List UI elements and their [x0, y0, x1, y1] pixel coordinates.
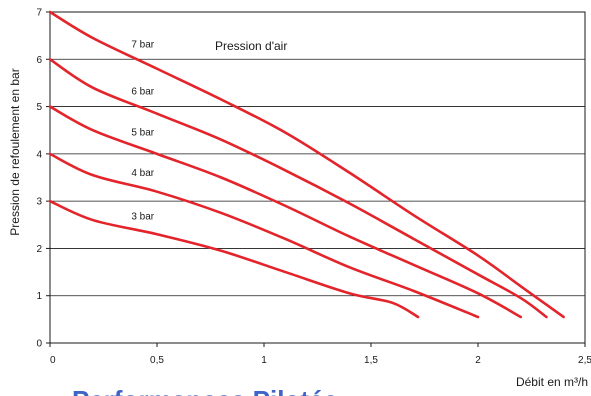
legend-title: Pression d'air: [215, 39, 287, 53]
series-lines: [48, 10, 565, 319]
x-tick-label: 1,5: [364, 355, 378, 366]
y-tick-label: 3: [36, 197, 42, 208]
series-label: 7 bar: [131, 39, 154, 50]
y-tick-label: 5: [36, 102, 42, 113]
series-line: [48, 152, 480, 319]
x-tick-label: 0: [50, 355, 56, 366]
axis-ticks: 0 1 2 3 4 5 6 7 0 0,5 1 1,5 2 2,5: [36, 8, 591, 367]
series-label: 6 bar: [131, 86, 154, 97]
y-tick-label: 0: [36, 339, 42, 350]
y-tick-label: 7: [36, 8, 42, 19]
x-tick-label: 0,5: [150, 355, 164, 366]
series-label: 4 bar: [131, 168, 154, 179]
series-line: [48, 57, 548, 319]
series-labels: 7 bar 6 bar 5 bar 4 bar 3 bar: [131, 39, 154, 222]
x-tick-label: 2,5: [578, 355, 591, 366]
y-axis-label: Pression de refoulement en bar: [8, 68, 22, 235]
x-axis-label: Débit en m³/h: [516, 375, 588, 389]
x-tick-label: 1: [261, 355, 267, 366]
series-label: 5 bar: [131, 127, 154, 138]
x-tick-label: 2: [475, 355, 481, 366]
series-line: [48, 105, 523, 319]
series-label: 3 bar: [131, 212, 154, 223]
y-tick-label: 2: [36, 244, 42, 255]
series-line: [48, 199, 420, 319]
grid-lines: [50, 58, 585, 297]
y-tick-label: 1: [36, 291, 42, 302]
series-line: [48, 10, 565, 319]
y-tick-label: 4: [36, 149, 42, 160]
footer-title: Performances Pilotée: [72, 385, 338, 396]
plot-frame: [49, 11, 586, 344]
y-tick-label: 6: [36, 55, 42, 66]
